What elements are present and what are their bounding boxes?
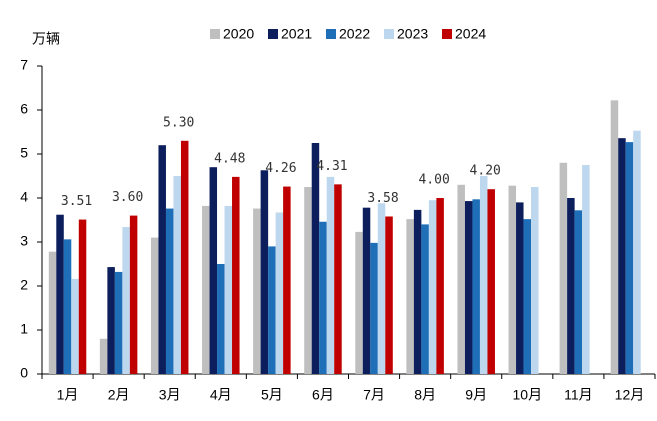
bar (311, 143, 320, 374)
bar (385, 216, 393, 374)
legend-label: 2024 (455, 26, 486, 42)
y-tick-label: 3 (20, 233, 28, 249)
bar (232, 176, 240, 374)
y-tick-label: 4 (20, 189, 28, 205)
bar (253, 208, 261, 374)
bar (99, 338, 108, 374)
bar (283, 186, 291, 374)
data-label: 3.60 (112, 190, 143, 205)
bar (574, 210, 583, 374)
bar (559, 162, 568, 374)
legend-swatch (210, 29, 220, 39)
bar (122, 227, 130, 374)
data-label: 5.30 (163, 115, 194, 130)
y-tick-label: 5 (20, 145, 28, 161)
bar (355, 231, 363, 374)
bar (428, 200, 437, 374)
x-tick-label: 6月 (312, 387, 334, 403)
x-tick-label: 7月 (363, 387, 385, 403)
x-tick-label: 12月 (615, 387, 645, 403)
bar (523, 219, 532, 374)
x-tick-label: 11月 (564, 387, 593, 403)
bar (107, 267, 115, 374)
bar (370, 242, 378, 374)
bar (173, 176, 181, 374)
bar (78, 219, 87, 374)
bar (63, 239, 72, 374)
bar (406, 219, 414, 374)
bar (362, 207, 371, 374)
bar (180, 140, 189, 374)
bar (56, 214, 64, 374)
legend-label: 2023 (397, 26, 428, 42)
bar (464, 201, 473, 374)
bar (275, 212, 284, 374)
x-tick-label: 4月 (210, 387, 232, 403)
bar (377, 203, 386, 374)
bar (582, 165, 590, 374)
y-tick-label: 1 (20, 321, 28, 337)
bar (209, 167, 218, 374)
bar (217, 264, 225, 374)
y-axis-label: 万辆 (32, 31, 60, 47)
bar (436, 198, 444, 374)
bar (304, 187, 312, 374)
x-tick-label: 2月 (108, 387, 130, 403)
bar (610, 100, 619, 374)
data-label: 4.00 (418, 173, 449, 188)
bar (633, 130, 641, 374)
bar (224, 205, 233, 374)
y-tick-label: 0 (20, 365, 28, 381)
y-tick-label: 2 (20, 277, 28, 293)
bar (618, 138, 626, 374)
bar (48, 251, 57, 374)
y-tick-label: 6 (20, 101, 28, 117)
data-label: 4.31 (316, 159, 347, 174)
y-tick-label: 7 (20, 57, 28, 73)
data-label: 3.58 (367, 191, 398, 206)
bar (150, 237, 159, 374)
data-label: 3.51 (61, 194, 92, 209)
legend-label: 2020 (223, 26, 254, 42)
bar (268, 246, 276, 374)
bar (129, 215, 138, 374)
x-tick-label: 8月 (414, 387, 436, 403)
bar (334, 184, 342, 374)
bar (487, 189, 495, 374)
data-label: 4.20 (470, 164, 501, 179)
data-label: 4.26 (265, 161, 296, 176)
bar (531, 187, 539, 374)
legend-label: 2021 (281, 26, 312, 42)
bar (472, 199, 480, 374)
x-tick-label: 10月 (513, 387, 543, 403)
legend-swatch (384, 29, 394, 39)
bar (508, 185, 517, 374)
x-tick-label: 9月 (465, 387, 487, 403)
bar (319, 221, 327, 374)
data-label: 4.48 (214, 151, 245, 166)
bar (165, 208, 174, 374)
bar (516, 202, 524, 374)
bar (421, 224, 429, 374)
bar (413, 209, 422, 374)
bar (326, 176, 335, 374)
x-tick-label: 5月 (261, 387, 283, 403)
bar (457, 184, 465, 374)
x-tick-label: 1月 (57, 387, 79, 403)
bar (567, 198, 575, 374)
legend-label: 2022 (339, 26, 370, 42)
bar (71, 278, 79, 374)
legend-swatch (442, 29, 452, 39)
bar (479, 176, 488, 374)
legend-swatch (326, 29, 336, 39)
bar (625, 142, 634, 374)
legend-swatch (268, 29, 278, 39)
bar (158, 145, 166, 374)
bar (114, 271, 123, 374)
bar (260, 170, 269, 374)
x-tick-label: 3月 (159, 387, 181, 403)
bar (202, 205, 210, 374)
